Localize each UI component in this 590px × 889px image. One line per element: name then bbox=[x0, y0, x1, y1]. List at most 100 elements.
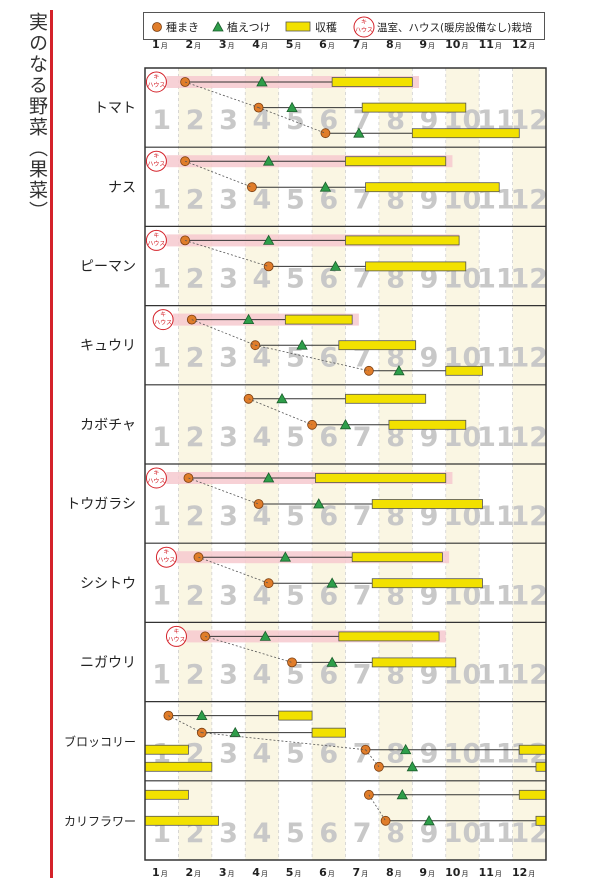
background-month-number: 6 bbox=[319, 818, 338, 849]
succession-connector bbox=[184, 81, 259, 108]
background-month-number: 6 bbox=[319, 184, 338, 215]
sow-marker bbox=[253, 499, 264, 509]
background-month-number: 2 bbox=[186, 660, 205, 691]
month-header-label: 1 bbox=[152, 38, 160, 51]
crop-label: ニガウリ bbox=[80, 655, 136, 671]
month-footer-label: 12 bbox=[512, 866, 527, 879]
house-badge-text: ハウス bbox=[147, 239, 165, 247]
background-month-number: 5 bbox=[286, 184, 305, 215]
harvest-bar bbox=[365, 182, 500, 193]
month-suffix-label: 月 bbox=[361, 870, 368, 878]
harvest-legend-marker bbox=[285, 21, 311, 32]
house-badge-icon bbox=[165, 625, 187, 647]
background-month-number: 11 bbox=[477, 739, 515, 770]
legend-graphic: 種まき 植えつけ 収穫 キ ハウス 温室、ハウス(暖房設備なし)栽培 bbox=[152, 16, 533, 38]
background-month-number: 12 bbox=[511, 580, 549, 611]
background-month-number: 10 bbox=[444, 739, 482, 770]
background-month-number: 11 bbox=[477, 422, 515, 453]
background-month-number: 2 bbox=[186, 105, 205, 136]
harvest-bar bbox=[338, 340, 417, 351]
background-month-number: 5 bbox=[286, 105, 305, 136]
house-badge-text: ハウス bbox=[147, 81, 165, 89]
month-suffix-label: 月 bbox=[395, 870, 402, 878]
background-month-number: 1 bbox=[152, 184, 171, 215]
background-month-number: 4 bbox=[253, 264, 272, 295]
background-month-number: 12 bbox=[511, 501, 549, 532]
background-month-number: 4 bbox=[253, 818, 272, 849]
background-month-number: 3 bbox=[219, 343, 238, 374]
house-badge-top: キ bbox=[173, 628, 179, 635]
month-suffix-label: 月 bbox=[428, 870, 435, 878]
background-month-number: 1 bbox=[152, 264, 171, 295]
sow-marker bbox=[263, 261, 274, 272]
harvest-bar bbox=[315, 473, 447, 483]
harvest-bar bbox=[311, 727, 346, 738]
month-suffix-label: 月 bbox=[528, 870, 535, 878]
crop-label: キュウリ bbox=[80, 338, 136, 354]
month-footer-label: 11 bbox=[479, 866, 494, 879]
succession-connector bbox=[248, 398, 313, 426]
background-month-number: 8 bbox=[386, 739, 405, 770]
plant-marker bbox=[196, 709, 208, 720]
harvest-bar bbox=[365, 261, 467, 272]
house-badge-icon bbox=[145, 229, 167, 251]
succession-connector bbox=[198, 556, 269, 584]
plant-marker bbox=[339, 418, 352, 430]
month-suffix-label: 月 bbox=[228, 870, 235, 878]
crop-label: シシトウ bbox=[80, 576, 136, 592]
harvest-bar bbox=[284, 314, 353, 325]
background-month-number: 5 bbox=[286, 818, 305, 849]
plant-marker bbox=[242, 313, 255, 325]
background-month-number: 1 bbox=[152, 422, 171, 453]
month-footer-label: 4 bbox=[252, 866, 260, 879]
background-month-number: 12 bbox=[511, 264, 549, 295]
background-month-number: 6 bbox=[319, 739, 338, 770]
succession-connector bbox=[201, 732, 366, 751]
background-month-number: 1 bbox=[152, 660, 171, 691]
month-header-label: 11 bbox=[479, 38, 494, 51]
month-header-label: 3 bbox=[219, 38, 227, 51]
sow-marker bbox=[263, 578, 274, 589]
legend-harvest-label: 収穫 bbox=[315, 21, 337, 34]
plant-marker bbox=[262, 155, 275, 166]
background-month-number: 4 bbox=[253, 184, 272, 215]
house-badge-text: ハウス bbox=[167, 635, 185, 643]
month-suffix-label: 月 bbox=[528, 42, 535, 50]
background-month-number: 7 bbox=[353, 343, 372, 374]
month-header-label: 2 bbox=[185, 38, 193, 51]
house-badge-text: ハウス bbox=[147, 477, 165, 485]
background-month-number: 2 bbox=[186, 580, 205, 611]
harvest-bar bbox=[371, 657, 457, 668]
month-footer-label: 5 bbox=[286, 866, 294, 879]
month-header-label: 8 bbox=[386, 38, 394, 51]
background-month-number: 6 bbox=[319, 580, 338, 611]
house-badge-top: キ bbox=[153, 153, 159, 160]
month-suffix-label: 月 bbox=[194, 42, 201, 50]
sow-marker bbox=[320, 128, 331, 139]
plant-marker bbox=[326, 656, 338, 667]
month-footer-label: 9 bbox=[419, 866, 427, 879]
background-month-number: 5 bbox=[286, 343, 305, 374]
background-month-number: 7 bbox=[353, 501, 372, 532]
plant-marker bbox=[286, 101, 298, 112]
harvest-bar bbox=[331, 77, 413, 87]
background-month-number: 4 bbox=[253, 501, 272, 532]
harvest-bar bbox=[411, 128, 520, 139]
house-badge-text: ハウス bbox=[147, 160, 165, 168]
background-month-number: 8 bbox=[386, 343, 405, 374]
month-suffix-label: 月 bbox=[428, 42, 435, 50]
harvest-bar bbox=[518, 789, 547, 800]
background-month-number: 3 bbox=[219, 184, 238, 215]
month-suffix-label: 月 bbox=[495, 870, 502, 878]
background-month-number: 12 bbox=[511, 422, 549, 453]
harvest-bar bbox=[345, 235, 460, 246]
background-month-number: 6 bbox=[319, 343, 338, 374]
house-badge-text: ハウス bbox=[355, 26, 373, 34]
plant-marker bbox=[399, 743, 412, 755]
house-badge-icon bbox=[152, 309, 174, 331]
harvest-bar bbox=[388, 419, 467, 430]
background-month-number: 4 bbox=[253, 105, 272, 136]
month-suffix-label: 月 bbox=[495, 42, 502, 50]
month-header-label: 5 bbox=[286, 38, 294, 51]
